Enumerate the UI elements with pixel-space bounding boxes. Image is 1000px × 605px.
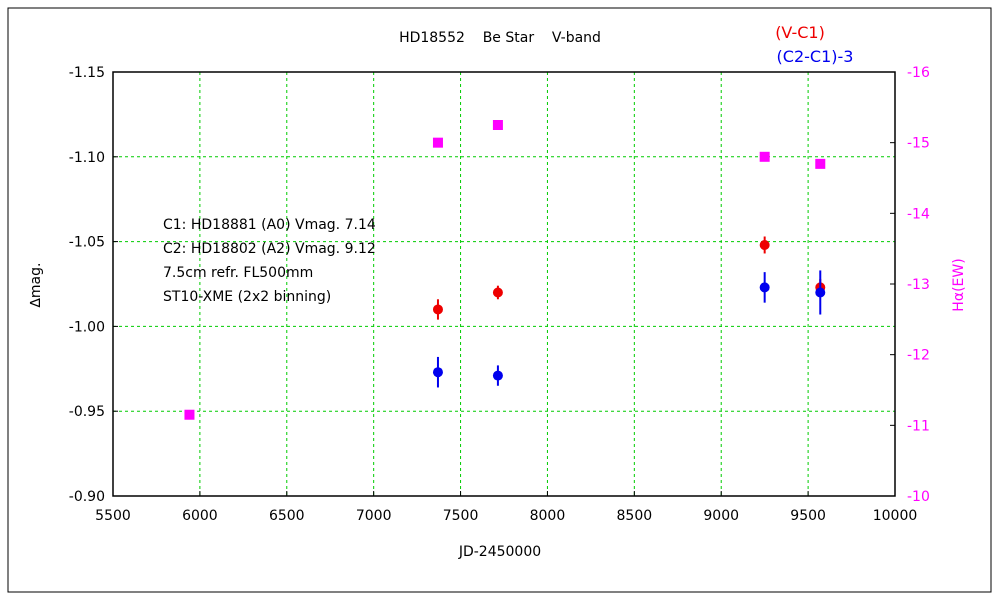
data-point-halpha — [492, 120, 503, 130]
data-point-v-c1 — [759, 239, 770, 250]
annotation-c1: C1: HD18881 (A0) Vmag. 7.14 — [163, 217, 376, 233]
data-point-c2-c1 — [492, 370, 503, 381]
x-tick-label: 6500 — [269, 508, 305, 524]
annotation-camera: ST10-XME (2x2 binning) — [163, 289, 331, 305]
x-tick-label: 7000 — [356, 508, 392, 524]
grid — [113, 72, 895, 496]
annotation-c2: C2: HD18802 (A2) Vmag. 9.12 — [163, 241, 376, 257]
legend-entry-v-c1: (V-C1) — [775, 23, 825, 42]
data-point-c2-c1 — [815, 287, 826, 298]
x-tick-label: 8500 — [617, 508, 653, 524]
y-tick-label: -1.05 — [69, 235, 105, 251]
chart-marks — [184, 120, 826, 420]
x-tick-label: 7500 — [443, 508, 479, 524]
data-point-halpha — [815, 158, 826, 169]
y-tick-label: -0.90 — [69, 489, 105, 505]
y-tick-label: -1.00 — [69, 319, 105, 335]
y-axis-label: ∆mag. — [28, 263, 44, 309]
y2-tick-label: -12 — [907, 348, 930, 364]
axis-ticks: 5500 6000 6500 7000 7500 8000 8500 9000 9500 1000… — [69, 65, 930, 524]
y-tick-label: -1.15 — [69, 65, 105, 81]
data-point-halpha — [759, 151, 770, 162]
data-point-c2-c1 — [759, 282, 770, 293]
data-point-c2-c1 — [432, 367, 443, 378]
x-tick-label: 9000 — [703, 508, 739, 524]
outer-border — [7, 7, 992, 593]
data-point-halpha — [432, 137, 443, 148]
y2-tick-label: -10 — [907, 489, 930, 505]
y2-tick-label: -15 — [907, 136, 930, 152]
x-tick-label: 9500 — [790, 508, 826, 524]
y-tick-label: -0.95 — [69, 404, 105, 420]
y2-tick-label: -16 — [907, 65, 930, 81]
data-point-v-c1 — [492, 287, 503, 298]
x-axis-label: JD-2450000 — [458, 544, 541, 560]
x-tick-label: 6000 — [182, 508, 218, 524]
annotation-telescope: 7.5cm refr. FL500mm — [163, 265, 313, 281]
y2-tick-label: -11 — [907, 418, 930, 434]
x-tick-label: 8000 — [530, 508, 566, 524]
x-tick-label: 5500 — [95, 508, 131, 524]
x-tick-label: 10000 — [873, 508, 918, 524]
y2-axis-label: Hα(EW) — [951, 258, 967, 311]
y2-tick-label: -13 — [907, 277, 930, 293]
data-point-v-c1 — [432, 304, 443, 315]
y-tick-label: -1.10 — [69, 150, 105, 166]
legend-entry-c2-c1: (C2-C1)-3 — [777, 47, 854, 66]
y2-tick-label: -14 — [907, 206, 930, 222]
chart-title: HD18552 Be Star V-band — [399, 30, 601, 46]
data-point-halpha — [184, 409, 195, 420]
